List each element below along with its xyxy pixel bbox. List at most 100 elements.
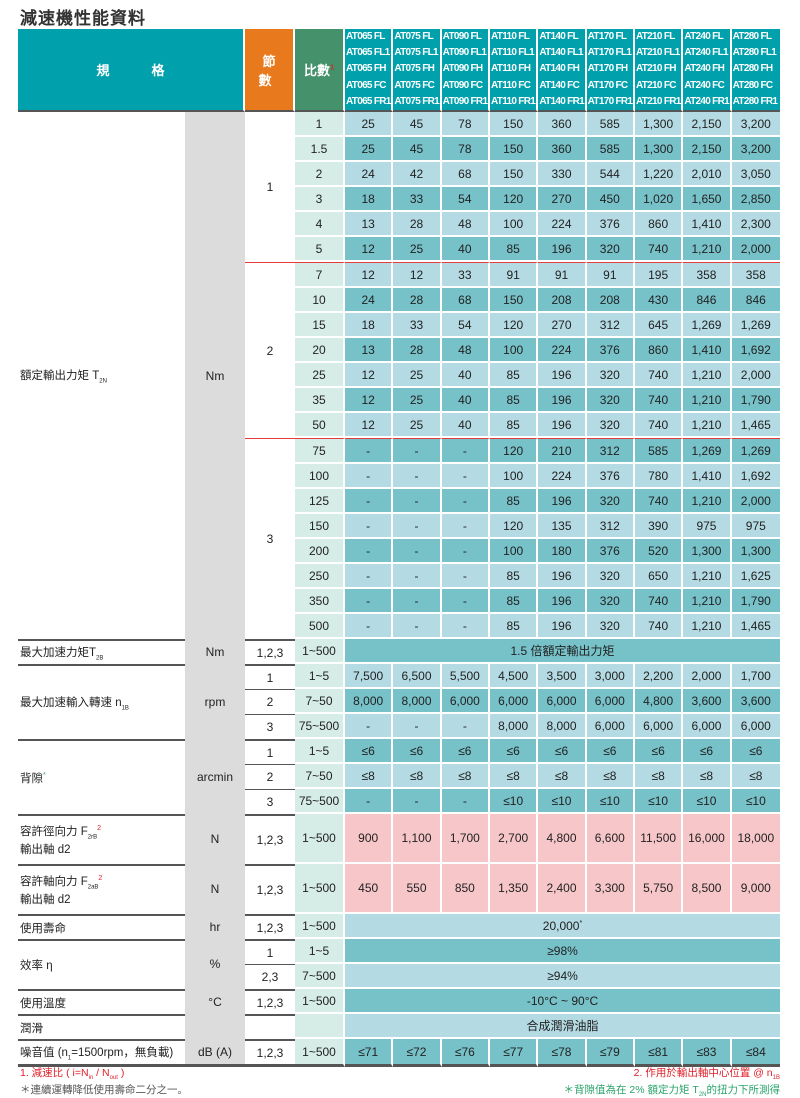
ratio-cell: 200: [295, 539, 346, 565]
table-row: 10 24 28 68 150 208 208 430 846 846: [18, 288, 780, 314]
value-cell: 2,700: [490, 814, 539, 865]
value-cell: 320: [586, 589, 635, 615]
value-cell: 28: [393, 212, 442, 238]
row-label-footnote-mark: *: [43, 771, 46, 779]
row-label-text: 使用溫度: [20, 997, 66, 1010]
unit-cell: [185, 1014, 246, 1040]
value-cell: 45: [393, 112, 442, 138]
table-row: 15 18 33 54 120 270 312 645 1,269 1,269: [18, 313, 780, 339]
stage-cell: 1,2,3: [245, 1039, 296, 1068]
value-cell: 312: [586, 313, 635, 339]
value-cell: 1,410: [683, 464, 732, 490]
row-label-text: 效率 η: [20, 960, 53, 973]
value-cell: 1,210: [683, 589, 732, 615]
value-cell: 1,350: [490, 864, 539, 915]
value-cell: 196: [538, 363, 587, 389]
ratio-cell: 1~500: [295, 1039, 346, 1068]
row-label-text: 容許徑向力 F: [20, 826, 88, 839]
value-cell: 1,300: [683, 539, 732, 565]
value-cell: 25: [393, 237, 442, 263]
row-label-text: 最大加速力矩T: [20, 646, 97, 659]
model-name: AT065 FR1: [346, 95, 391, 107]
value-cell: 12: [345, 237, 394, 263]
stage-cell: 2: [245, 262, 296, 439]
row-label-subscript: 2B: [96, 655, 104, 662]
ratio-cell: 1~500: [295, 864, 346, 915]
row-label: 潤滑: [18, 1014, 185, 1039]
table-row: 背隙* arcmin 1 1~5 ≤6 ≤6 ≤6 ≤6 ≤6 ≤6 ≤6 ≤6 ≤6: [18, 739, 780, 815]
value-cell: ≤78: [538, 1039, 587, 1068]
table-row: 2 24 42 68 150 330 544 1,220 2,010 3,050: [18, 162, 780, 188]
value-cell: ≤10: [538, 789, 587, 815]
model-name: AT090 FL1: [442, 47, 487, 59]
value-cell: ≤8: [683, 764, 732, 790]
value-cell: 28: [393, 338, 442, 364]
value-cell: -: [345, 714, 394, 740]
value-cell: 645: [634, 313, 684, 339]
value-cell: 740: [634, 363, 684, 389]
ratio-cell: 1.5: [295, 137, 346, 163]
value-cell: 2,200: [634, 664, 684, 690]
model-name: AT065 FH: [346, 63, 386, 75]
value-cell: 25: [393, 388, 442, 414]
value-cell: 376: [586, 212, 635, 238]
value-cell: 1,650: [683, 187, 732, 213]
row-label: 使用壽命: [18, 914, 185, 939]
table-row: 4 13 28 48 100 224 376 860 1,410 2,300: [18, 212, 780, 238]
table-row: 3 75- - -120 210 312 585 1,269 1,269: [18, 438, 780, 640]
value-cell: 7,500: [345, 664, 394, 690]
value-cell: ≤6: [490, 739, 539, 765]
header-model-7: AT240 FL AT240 FL1 AT240 FH AT240 FC AT240 F…: [683, 29, 732, 113]
model-name: AT090 FL: [442, 31, 482, 42]
value-cell: 54: [441, 313, 490, 339]
model-name: AT240 FH: [684, 63, 725, 75]
value-cell: 376: [586, 338, 635, 364]
value-cell: 224: [538, 464, 587, 490]
value-cell: ≤6: [441, 739, 490, 765]
value-cell: 6,000: [538, 689, 587, 715]
ratio-cell: 1~500: [295, 814, 346, 865]
value-cell: 18: [345, 187, 394, 213]
value-cell: 25: [393, 363, 442, 389]
value-cell: -: [441, 589, 490, 615]
header-spec: 規格: [18, 29, 246, 113]
value-cell: 585: [586, 137, 635, 163]
value-cell: 2,850: [731, 187, 780, 213]
value-cell: 100: [490, 539, 539, 565]
value-cell: 2,300: [731, 212, 780, 238]
value-cell: 270: [538, 313, 587, 339]
header-model-6: AT210 FL AT210 FL1 AT210 FH AT210 FC AT210 F…: [634, 29, 684, 113]
value-cell: 3,050: [731, 162, 780, 188]
value-cell: 85: [490, 363, 539, 389]
value-cell: 6,000: [634, 714, 684, 740]
value-cell: 40: [441, 363, 490, 389]
stage-cell: 3: [245, 438, 296, 640]
merged-value-text: 1.5 倍額定輸出力矩: [510, 644, 615, 659]
value-cell: 85: [490, 237, 539, 263]
value-cell: 1,300: [731, 539, 780, 565]
value-cell: ≤6: [683, 739, 732, 765]
value-cell: 33: [393, 187, 442, 213]
value-cell: -: [393, 464, 442, 490]
value-cell: 975: [683, 514, 732, 540]
value-cell: -: [393, 714, 442, 740]
table-row: 2 7 12 12 33 91 91 91 195 358 358: [18, 262, 780, 439]
value-cell: 196: [538, 589, 587, 615]
ratio-cell: 7~500: [295, 964, 346, 990]
value-cell: 78: [441, 137, 490, 163]
table-row: 350- - -85 196 320 740 1,210 1,790: [18, 589, 780, 615]
table-row: 容許軸向力 F2aB2 輸出軸 d2 N 1,2,3 1~500 450 550 850 1,3…: [18, 864, 780, 915]
value-cell: -: [441, 714, 490, 740]
value-cell: 135: [538, 514, 587, 540]
table-header-row: 規格 節數 比數1 AT065 FL AT065 FL1 AT065 FH AT065…: [18, 29, 780, 113]
value-cell: 42: [393, 162, 442, 188]
value-cell: 68: [441, 288, 490, 314]
value-cell: 40: [441, 413, 490, 439]
model-name: AT170 FH: [587, 63, 628, 75]
row-label-text: 容許軸向力 F: [20, 876, 88, 889]
value-cell: 2,400: [538, 864, 587, 915]
value-cell: -: [345, 464, 394, 490]
model-name: AT280 FL: [732, 31, 772, 42]
table-row: 最大加速輸入轉速 n1B rpm 1 1~5 7,500 6,500 5,500 4,500 3…: [18, 664, 780, 740]
table-row: 35 12 25 40 85 196 320 740 1,210 1,790: [18, 388, 780, 414]
